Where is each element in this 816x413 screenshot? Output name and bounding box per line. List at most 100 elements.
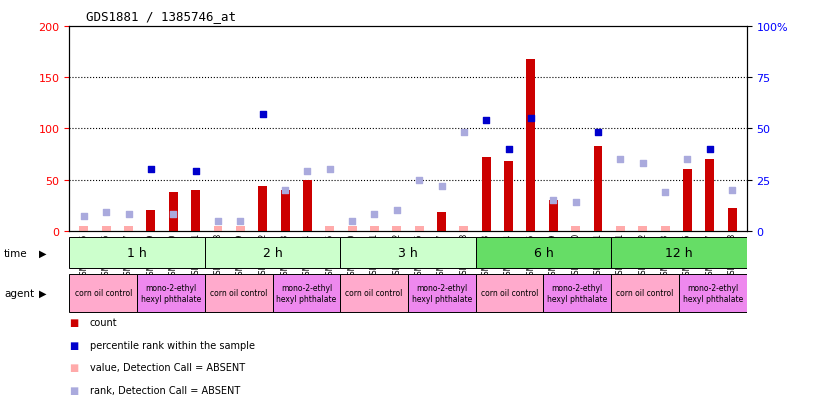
Text: percentile rank within the sample: percentile rank within the sample bbox=[90, 340, 255, 350]
Text: ■: ■ bbox=[69, 385, 78, 395]
Bar bbox=[205, 275, 273, 312]
Point bbox=[681, 157, 694, 163]
Bar bbox=[348, 226, 357, 231]
Bar bbox=[593, 147, 602, 231]
Text: ■: ■ bbox=[69, 340, 78, 350]
Bar bbox=[437, 213, 446, 231]
Bar bbox=[102, 226, 111, 231]
Bar bbox=[616, 226, 625, 231]
Bar bbox=[683, 170, 692, 231]
Bar bbox=[728, 209, 737, 231]
Bar bbox=[543, 275, 611, 312]
Text: 1 h: 1 h bbox=[127, 247, 147, 259]
Bar bbox=[526, 59, 535, 231]
Point bbox=[413, 177, 426, 183]
Text: ▶: ▶ bbox=[39, 248, 47, 258]
Bar bbox=[214, 226, 223, 231]
Text: 6 h: 6 h bbox=[534, 247, 553, 259]
Bar bbox=[611, 275, 679, 312]
Point bbox=[592, 130, 605, 136]
Text: corn oil control: corn oil control bbox=[481, 289, 539, 298]
Bar bbox=[340, 275, 408, 312]
Bar bbox=[476, 237, 611, 269]
Text: rank, Detection Call = ABSENT: rank, Detection Call = ABSENT bbox=[90, 385, 240, 395]
Point bbox=[547, 197, 560, 204]
Point bbox=[346, 218, 359, 224]
Point bbox=[100, 209, 113, 216]
Bar bbox=[124, 226, 133, 231]
Bar bbox=[408, 275, 476, 312]
Bar bbox=[571, 226, 580, 231]
Bar bbox=[611, 237, 747, 269]
Bar bbox=[459, 226, 468, 231]
Bar bbox=[79, 226, 88, 231]
Point bbox=[211, 218, 224, 224]
Bar bbox=[303, 180, 312, 231]
Point bbox=[368, 211, 381, 218]
Bar bbox=[258, 186, 267, 231]
Bar bbox=[69, 231, 747, 413]
Point bbox=[636, 161, 650, 167]
Text: corn oil control: corn oil control bbox=[345, 289, 403, 298]
Point bbox=[78, 214, 91, 220]
Bar bbox=[191, 190, 200, 231]
Point bbox=[569, 199, 582, 206]
Bar bbox=[504, 162, 513, 231]
Bar bbox=[661, 226, 669, 231]
Point bbox=[480, 118, 493, 124]
Bar bbox=[69, 275, 137, 312]
Text: mono-2-ethyl
hexyl phthalate: mono-2-ethyl hexyl phthalate bbox=[548, 284, 607, 303]
Text: mono-2-ethyl
hexyl phthalate: mono-2-ethyl hexyl phthalate bbox=[683, 284, 743, 303]
Text: 2 h: 2 h bbox=[263, 247, 282, 259]
Text: value, Detection Call = ABSENT: value, Detection Call = ABSENT bbox=[90, 363, 245, 373]
Point bbox=[725, 187, 738, 194]
Bar bbox=[638, 226, 647, 231]
Text: agent: agent bbox=[4, 288, 34, 298]
Text: 3 h: 3 h bbox=[398, 247, 418, 259]
Text: count: count bbox=[90, 317, 118, 327]
Bar bbox=[169, 192, 178, 231]
Text: mono-2-ethyl
hexyl phthalate: mono-2-ethyl hexyl phthalate bbox=[141, 284, 201, 303]
Bar bbox=[679, 275, 747, 312]
Point bbox=[144, 166, 157, 173]
Text: ■: ■ bbox=[69, 317, 78, 327]
Point bbox=[166, 211, 180, 218]
Point bbox=[122, 211, 135, 218]
Bar bbox=[481, 158, 490, 231]
Text: ■: ■ bbox=[69, 363, 78, 373]
Text: corn oil control: corn oil control bbox=[74, 289, 132, 298]
Point bbox=[435, 183, 448, 190]
Point bbox=[301, 169, 314, 175]
Point bbox=[278, 187, 291, 194]
Bar bbox=[340, 237, 476, 269]
Bar bbox=[549, 201, 558, 231]
Text: mono-2-ethyl
hexyl phthalate: mono-2-ethyl hexyl phthalate bbox=[277, 284, 336, 303]
Bar bbox=[236, 226, 245, 231]
Bar bbox=[370, 226, 379, 231]
Point bbox=[614, 157, 627, 163]
Text: time: time bbox=[4, 248, 28, 258]
Point bbox=[457, 130, 470, 136]
Point bbox=[703, 146, 716, 153]
Text: corn oil control: corn oil control bbox=[616, 289, 674, 298]
Bar bbox=[205, 237, 340, 269]
Text: GDS1881 / 1385746_at: GDS1881 / 1385746_at bbox=[86, 10, 236, 23]
Point bbox=[659, 189, 672, 196]
Bar bbox=[137, 275, 205, 312]
Bar bbox=[273, 275, 340, 312]
Point bbox=[256, 112, 269, 118]
Bar bbox=[705, 160, 714, 231]
Point bbox=[234, 218, 247, 224]
Point bbox=[189, 169, 202, 175]
Point bbox=[525, 116, 538, 122]
Bar bbox=[476, 275, 543, 312]
Bar bbox=[281, 190, 290, 231]
Text: mono-2-ethyl
hexyl phthalate: mono-2-ethyl hexyl phthalate bbox=[412, 284, 472, 303]
Bar bbox=[326, 226, 335, 231]
Bar bbox=[392, 226, 401, 231]
Bar bbox=[69, 237, 205, 269]
Point bbox=[323, 166, 336, 173]
Text: ▶: ▶ bbox=[39, 288, 47, 298]
Bar bbox=[415, 226, 424, 231]
Text: 12 h: 12 h bbox=[665, 247, 693, 259]
